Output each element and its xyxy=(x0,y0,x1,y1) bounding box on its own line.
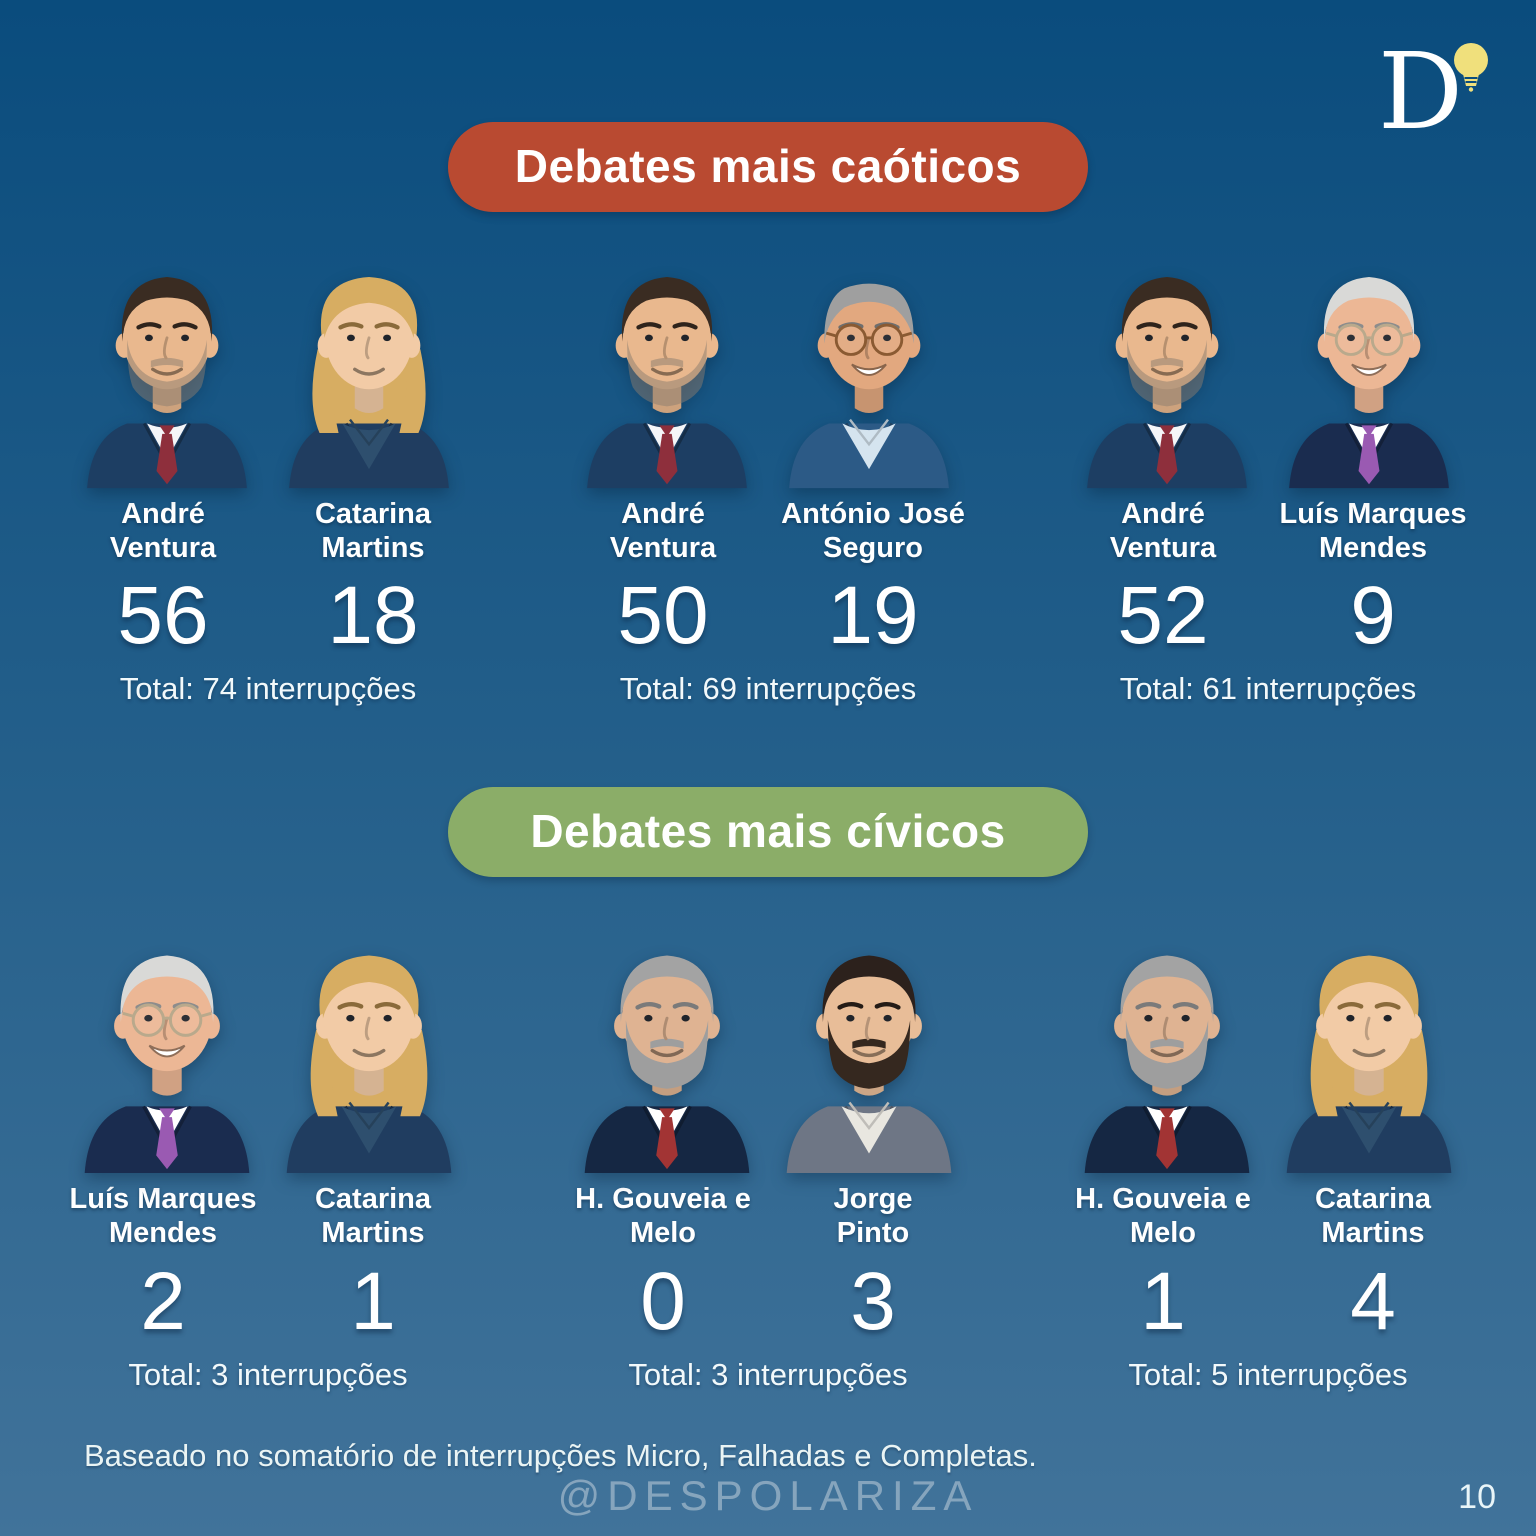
portrait-mendes xyxy=(1271,258,1467,490)
participant-name: António José Seguro xyxy=(781,498,965,564)
debate-total: Total: 74 interrupções xyxy=(119,671,417,707)
participant-names: H. Gouveia e Melo Jorge Pinto xyxy=(558,1183,978,1250)
interruption-counts: 52 9 xyxy=(1058,575,1478,657)
portrait-catarina xyxy=(1271,923,1467,1175)
participant-name: André Ventura xyxy=(109,498,217,564)
interruption-count: 56 xyxy=(117,570,209,662)
interruption-count: 19 xyxy=(827,570,919,662)
logo-letter: D xyxy=(1378,30,1463,152)
interruption-count: 2 xyxy=(140,1255,186,1347)
portrait-gouveia xyxy=(1069,923,1265,1175)
section-title: Debates mais caóticos xyxy=(514,140,1022,192)
interruption-counts: 2 1 xyxy=(58,1255,478,1347)
debate-card: H. Gouveia e Melo Catarina Martins 1 4 T… xyxy=(1058,923,1478,1392)
debate-portraits xyxy=(69,258,467,490)
participant-name: Catarina Martins xyxy=(314,498,432,564)
participant-names: André Ventura António José Seguro xyxy=(558,498,978,565)
participant-name: H. Gouveia e Melo xyxy=(575,1183,751,1249)
logo-graphic: D xyxy=(1378,30,1488,153)
participant-name: André Ventura xyxy=(1109,498,1217,564)
interruption-counts: 50 19 xyxy=(558,575,978,657)
portrait-seguro xyxy=(771,258,967,490)
interruption-count: 3 xyxy=(850,1255,896,1347)
interruption-count: 0 xyxy=(640,1255,686,1347)
section-pill-caoticos: Debates mais caóticos xyxy=(448,122,1088,212)
methodology-note: Baseado no somatório de interrupções Mic… xyxy=(84,1438,1037,1473)
interruption-count: 52 xyxy=(1117,570,1209,662)
participant-name: Catarina Martins xyxy=(314,1183,432,1249)
interruption-count: 1 xyxy=(350,1255,396,1347)
interruption-counts: 0 3 xyxy=(558,1255,978,1347)
lightbulb-icon xyxy=(1454,43,1488,92)
portrait-pinto xyxy=(771,923,967,1175)
portrait-ventura xyxy=(1069,258,1265,490)
debate-card: André Ventura António José Seguro 50 19 … xyxy=(558,258,978,707)
debate-total: Total: 3 interrupções xyxy=(128,1356,408,1392)
debate-total: Total: 5 interrupções xyxy=(1128,1356,1408,1392)
portrait-mendes xyxy=(69,923,265,1175)
debate-portraits xyxy=(69,923,467,1175)
civicos-cards-row: Luís Marques Mendes Catarina Martins 2 1… xyxy=(0,923,1536,1392)
interruption-count: 50 xyxy=(617,570,709,662)
portrait-catarina xyxy=(271,258,467,490)
section-title: Debates mais cívicos xyxy=(530,805,1006,858)
debate-total: Total: 69 interrupções xyxy=(619,671,917,707)
participant-name: Luís Marques Mendes xyxy=(69,1183,257,1249)
participant-name: André Ventura xyxy=(609,498,717,564)
participant-name: Jorge Pinto xyxy=(833,1183,913,1249)
participant-names: H. Gouveia e Melo Catarina Martins xyxy=(1058,1183,1478,1250)
debate-total: Total: 61 interrupções xyxy=(1119,671,1417,707)
interruption-count: 4 xyxy=(1350,1255,1396,1347)
debate-portraits xyxy=(1069,923,1467,1175)
participant-names: Luís Marques Mendes Catarina Martins xyxy=(58,1183,478,1250)
despolariza-logo: D xyxy=(1372,22,1502,153)
debate-portraits xyxy=(1069,258,1467,490)
debate-card: André Ventura Luís Marques Mendes 52 9 T… xyxy=(1058,258,1478,707)
participant-name: H. Gouveia e Melo xyxy=(1075,1183,1251,1249)
debate-card: André Ventura Catarina Martins 56 18 Tot… xyxy=(58,258,478,707)
caoticos-cards-row: André Ventura Catarina Martins 56 18 Tot… xyxy=(0,258,1536,707)
portrait-ventura xyxy=(69,258,265,490)
watermark-handle: @DESPOLARIZA xyxy=(557,1472,979,1519)
interruption-count: 1 xyxy=(1140,1255,1186,1347)
debate-portraits xyxy=(569,923,967,1175)
participant-names: André Ventura Catarina Martins xyxy=(58,498,478,565)
participant-name: Luís Marques Mendes xyxy=(1279,498,1467,564)
participant-name: Catarina Martins xyxy=(1314,1183,1432,1249)
interruption-counts: 56 18 xyxy=(58,575,478,657)
participant-names: André Ventura Luís Marques Mendes xyxy=(1058,498,1478,565)
portrait-ventura xyxy=(569,258,765,490)
section-pill-civicos: Debates mais cívicos xyxy=(448,787,1088,878)
interruption-count: 9 xyxy=(1350,570,1396,662)
portrait-catarina xyxy=(271,923,467,1175)
page-number: 10 xyxy=(1458,1478,1496,1516)
portrait-gouveia xyxy=(569,923,765,1175)
interruption-count: 18 xyxy=(327,570,419,662)
interruption-counts: 1 4 xyxy=(1058,1255,1478,1347)
debate-card: Luís Marques Mendes Catarina Martins 2 1… xyxy=(58,923,478,1392)
debate-total: Total: 3 interrupções xyxy=(628,1356,908,1392)
debate-card: H. Gouveia e Melo Jorge Pinto 0 3 Total:… xyxy=(558,923,978,1392)
debate-portraits xyxy=(569,258,967,490)
